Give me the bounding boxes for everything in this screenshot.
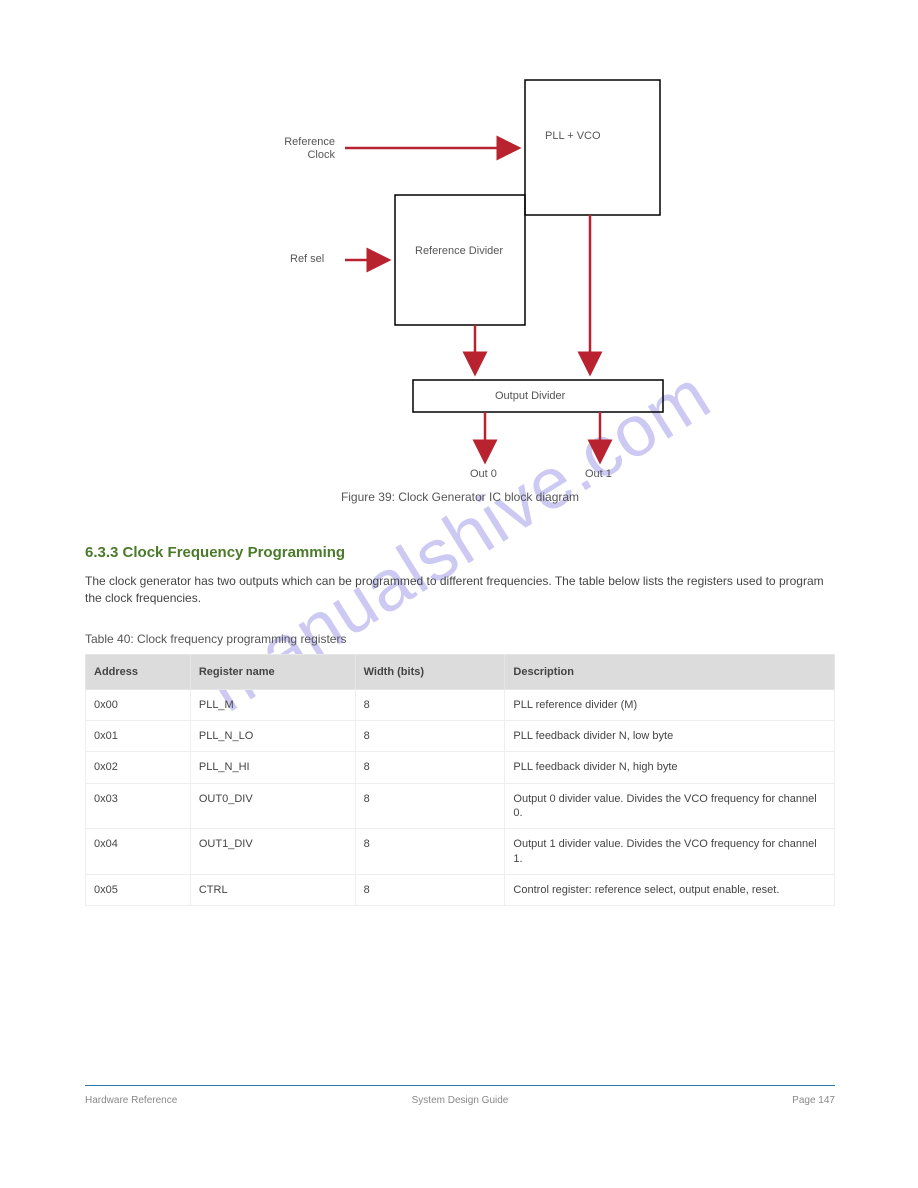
diagram-svg (85, 50, 835, 480)
table-cell: 0x05 (86, 874, 191, 905)
table-cell: PLL reference divider (M) (505, 689, 835, 720)
table-header: Description (505, 654, 835, 689)
table-row: 0x05 CTRL 8 Control register: reference … (86, 874, 835, 905)
table-cell: 0x04 (86, 829, 191, 875)
table-cell: PLL_N_HI (190, 752, 355, 783)
table-header: Address (86, 654, 191, 689)
table-row: 0x02 PLL_N_HI 8 PLL feedback divider N, … (86, 752, 835, 783)
table-caption: Table 40: Clock frequency programming re… (85, 632, 835, 646)
label-out1: Out 1 (585, 468, 612, 481)
footer-rule (85, 1085, 835, 1086)
table-cell: Output 1 divider value. Divides the VCO … (505, 829, 835, 875)
table-cell: 0x01 (86, 721, 191, 752)
register-table: Address Register name Width (bits) Descr… (85, 654, 835, 907)
table-cell: 0x03 (86, 783, 191, 829)
table-row: 0x03 OUT0_DIV 8 Output 0 divider value. … (86, 783, 835, 829)
section-body: The clock generator has two outputs whic… (85, 573, 835, 607)
clock-diagram: Reference Clock Ref sel PLL + VCO Refere… (85, 50, 835, 480)
table-cell: PLL feedback divider N, high byte (505, 752, 835, 783)
table-cell: OUT0_DIV (190, 783, 355, 829)
table-cell: CTRL (190, 874, 355, 905)
table-cell: 8 (355, 783, 505, 829)
table-header: Width (bits) (355, 654, 505, 689)
label-pll: PLL + VCO (545, 130, 645, 143)
table-cell: 0x00 (86, 689, 191, 720)
table-cell: PLL feedback divider N, low byte (505, 721, 835, 752)
table-cell: 8 (355, 752, 505, 783)
table-row: 0x01 PLL_N_LO 8 PLL feedback divider N, … (86, 721, 835, 752)
table-row: 0x04 OUT1_DIV 8 Output 1 divider value. … (86, 829, 835, 875)
table-cell: 8 (355, 874, 505, 905)
table-cell: 8 (355, 721, 505, 752)
page-footer: Hardware Reference System Design Guide P… (85, 1095, 835, 1106)
table-cell: 8 (355, 829, 505, 875)
table-cell: Output 0 divider value. Divides the VCO … (505, 783, 835, 829)
label-ref-divider: Reference Divider (415, 245, 515, 258)
table-header-row: Address Register name Width (bits) Descr… (86, 654, 835, 689)
footer-center: System Design Guide (85, 1095, 835, 1106)
table-cell: 8 (355, 689, 505, 720)
table-cell: PLL_N_LO (190, 721, 355, 752)
table-cell: OUT1_DIV (190, 829, 355, 875)
label-out0: Out 0 (470, 468, 497, 481)
section-heading: 6.3.3 Clock Frequency Programming (85, 544, 835, 561)
figure-caption: Figure 39: Clock Generator IC block diag… (85, 490, 835, 504)
table-cell: Control register: reference select, outp… (505, 874, 835, 905)
table-header: Register name (190, 654, 355, 689)
label-output-divider: Output Divider (495, 390, 565, 403)
table-cell: PLL_M (190, 689, 355, 720)
label-ref-clock: Reference Clock (275, 136, 335, 162)
table-row: 0x00 PLL_M 8 PLL reference divider (M) (86, 689, 835, 720)
page-content: Reference Clock Ref sel PLL + VCO Refere… (85, 50, 835, 906)
table-cell: 0x02 (86, 752, 191, 783)
label-ref-sel: Ref sel (290, 253, 324, 266)
